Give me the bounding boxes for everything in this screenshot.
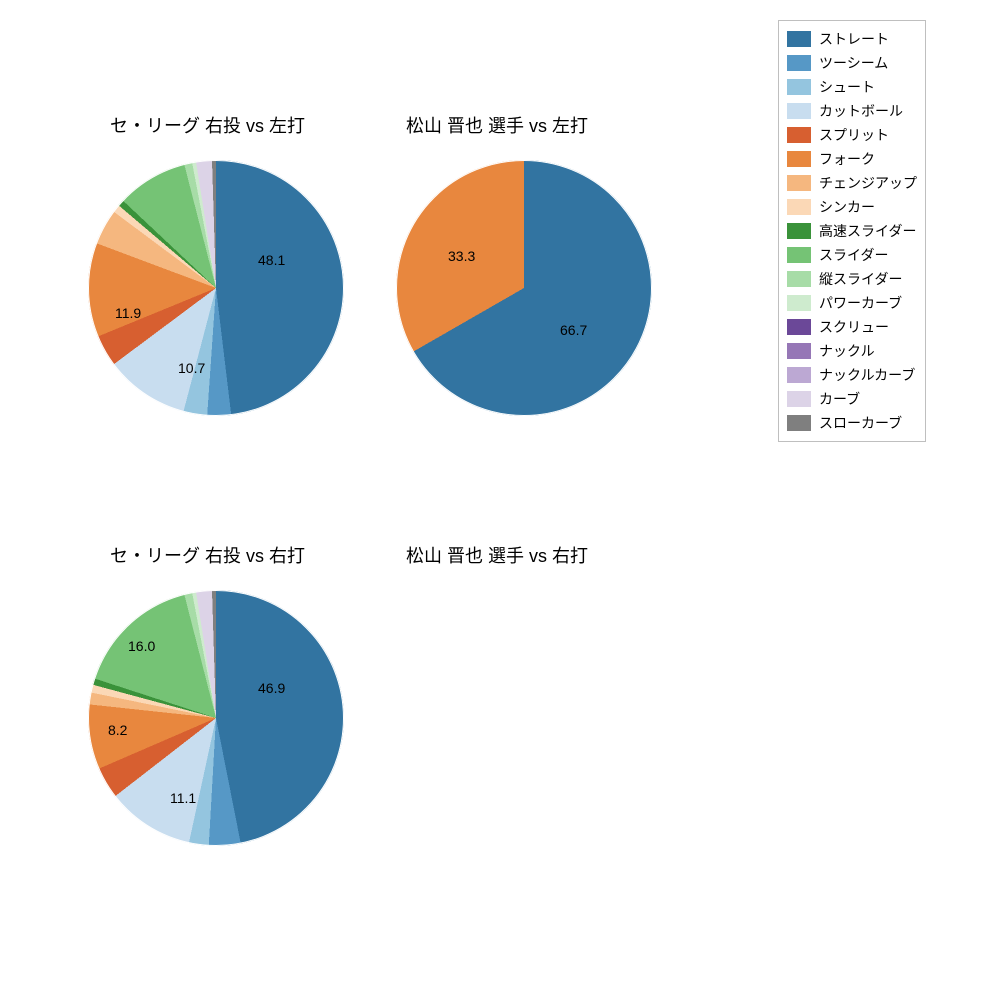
legend-swatch bbox=[787, 79, 811, 95]
legend-item: 縦スライダー bbox=[787, 267, 917, 291]
legend-item: カットボール bbox=[787, 99, 917, 123]
legend-label: シンカー bbox=[819, 197, 875, 217]
pct-label: 48.1 bbox=[258, 252, 285, 268]
legend-item: スローカーブ bbox=[787, 411, 917, 435]
title-bl: セ・リーグ 右投 vs 右打 bbox=[110, 542, 305, 568]
pct-label: 66.7 bbox=[560, 322, 587, 338]
legend-swatch bbox=[787, 247, 811, 263]
legend-label: スライダー bbox=[819, 245, 888, 265]
legend-label: ストレート bbox=[819, 29, 889, 49]
legend: ストレートツーシームシュートカットボールスプリットフォークチェンジアップシンカー… bbox=[778, 20, 926, 442]
legend-swatch bbox=[787, 103, 811, 119]
legend-swatch bbox=[787, 391, 811, 407]
legend-item: スライダー bbox=[787, 243, 917, 267]
pct-label: 11.1 bbox=[170, 790, 196, 806]
legend-item: チェンジアップ bbox=[787, 171, 917, 195]
legend-label: スクリュー bbox=[819, 317, 889, 337]
legend-swatch bbox=[787, 319, 811, 335]
legend-label: 縦スライダー bbox=[819, 269, 902, 289]
pie-tr bbox=[396, 160, 652, 416]
legend-item: スプリット bbox=[787, 123, 917, 147]
legend-label: カットボール bbox=[819, 101, 903, 121]
legend-item: スクリュー bbox=[787, 315, 917, 339]
legend-swatch bbox=[787, 343, 811, 359]
legend-label: ナックルカーブ bbox=[819, 365, 915, 385]
pct-label: 33.3 bbox=[448, 248, 475, 264]
legend-swatch bbox=[787, 367, 811, 383]
legend-item: フォーク bbox=[787, 147, 917, 171]
pie-bl bbox=[88, 590, 344, 846]
legend-swatch bbox=[787, 127, 811, 143]
legend-label: パワーカーブ bbox=[819, 293, 902, 313]
legend-label: カーブ bbox=[819, 389, 860, 409]
legend-item: パワーカーブ bbox=[787, 291, 917, 315]
title-tl: セ・リーグ 右投 vs 左打 bbox=[110, 112, 305, 138]
legend-swatch bbox=[787, 415, 811, 431]
pct-label: 10.7 bbox=[178, 360, 205, 376]
legend-swatch bbox=[787, 175, 811, 191]
pct-label: 8.2 bbox=[108, 722, 127, 738]
legend-swatch bbox=[787, 151, 811, 167]
legend-label: シュート bbox=[819, 77, 875, 97]
legend-swatch bbox=[787, 295, 811, 311]
title-tr: 松山 晋也 選手 vs 左打 bbox=[406, 112, 588, 138]
legend-label: フォーク bbox=[819, 149, 875, 169]
figure: セ・リーグ 右投 vs 左打 松山 晋也 選手 vs 左打 セ・リーグ 右投 v… bbox=[0, 0, 1000, 1000]
legend-label: スローカーブ bbox=[819, 413, 902, 433]
legend-item: ストレート bbox=[787, 27, 917, 51]
legend-swatch bbox=[787, 271, 811, 287]
legend-label: スプリット bbox=[819, 125, 889, 145]
legend-swatch bbox=[787, 31, 811, 47]
legend-item: シュート bbox=[787, 75, 917, 99]
title-br: 松山 晋也 選手 vs 右打 bbox=[406, 542, 588, 568]
pct-label: 46.9 bbox=[258, 680, 285, 696]
legend-label: ツーシーム bbox=[819, 53, 888, 73]
legend-item: ツーシーム bbox=[787, 51, 917, 75]
legend-label: 高速スライダー bbox=[819, 221, 916, 241]
pct-label: 16.0 bbox=[128, 638, 155, 654]
legend-swatch bbox=[787, 223, 811, 239]
legend-swatch bbox=[787, 199, 811, 215]
legend-item: カーブ bbox=[787, 387, 917, 411]
legend-label: ナックル bbox=[819, 341, 875, 361]
legend-item: シンカー bbox=[787, 195, 917, 219]
legend-label: チェンジアップ bbox=[819, 173, 917, 193]
legend-item: 高速スライダー bbox=[787, 219, 917, 243]
legend-item: ナックル bbox=[787, 339, 917, 363]
legend-item: ナックルカーブ bbox=[787, 363, 917, 387]
pct-label: 11.9 bbox=[115, 305, 141, 321]
pie-tl bbox=[88, 160, 344, 416]
legend-swatch bbox=[787, 55, 811, 71]
